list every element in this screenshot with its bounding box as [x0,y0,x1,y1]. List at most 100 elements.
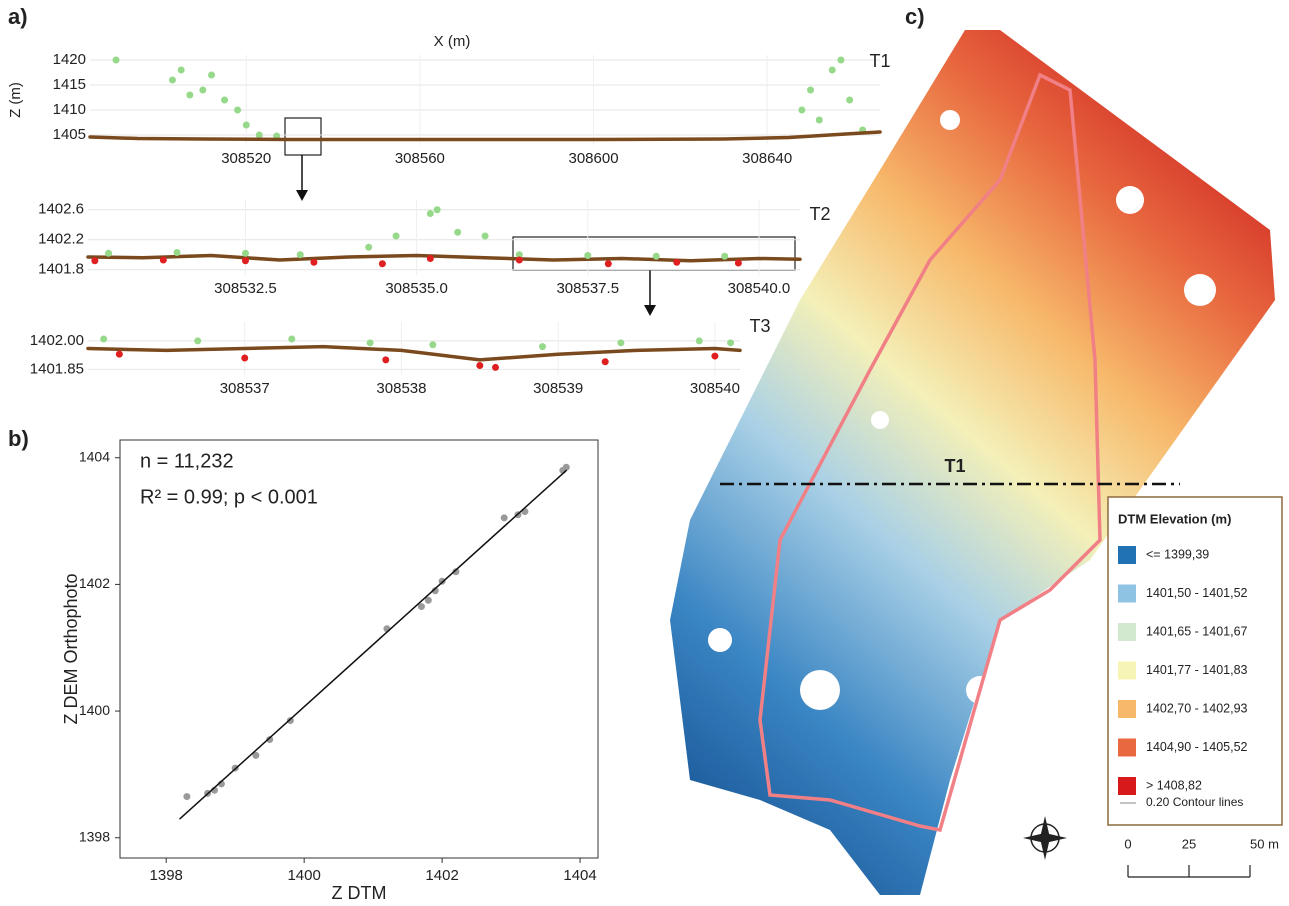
annotation: n = 11,232 [140,450,234,472]
point [160,257,167,264]
x-tick-label: 308520 [221,150,271,167]
legend-title: DTM Elevation (m) [1118,511,1231,526]
y-tick-label: 1402 [79,575,110,591]
point [186,92,193,99]
zoom-box [513,237,795,270]
point [516,257,523,264]
point [653,253,660,260]
point [288,336,295,343]
point [297,251,304,258]
x-axis-label: Z DTM [332,883,387,903]
point [367,339,374,346]
zoom-box [285,118,321,155]
legend-swatch [1118,585,1136,603]
series-line [90,132,880,140]
y-axis-label: Z (m) [7,82,24,118]
point [673,259,680,266]
point [379,260,386,267]
point [476,362,483,369]
x-tick-label: 1400 [287,867,320,884]
series-line [180,470,566,818]
point [539,343,546,350]
point [178,67,185,74]
series-line [88,256,800,261]
annotation: R² = 0.99; p < 0.001 [140,486,318,508]
point [199,87,206,94]
x-tick-label: 308537 [220,380,270,397]
y-tick-label: 1401.8 [38,261,84,278]
y-axis-label: Z DEM Orthophoto [61,573,81,724]
x-tick-label: 308600 [568,150,618,167]
x-tick-label: 308560 [395,150,445,167]
legend-label: <= 1399,39 [1146,547,1209,561]
y-tick-label: 1420 [53,51,86,68]
point [91,257,98,264]
point [711,353,718,360]
scale-label: 50 m [1250,836,1279,851]
x-tick-label: 308535.0 [385,280,448,297]
point [243,122,250,129]
x-tick-label: 308640 [742,150,792,167]
point [727,339,734,346]
point [816,117,823,124]
point [807,87,814,94]
y-tick-label: 1415 [53,76,86,93]
scale-label: 25 [1182,836,1196,851]
y-tick-label: 1404 [79,448,110,464]
x-tick-label: 1402 [425,867,458,884]
legend-label: 1404,90 - 1405,52 [1146,740,1248,754]
legend-swatch [1118,623,1136,641]
point [113,57,120,64]
point [310,259,317,266]
arrow-head [296,190,308,201]
point [393,233,400,240]
point [434,206,441,213]
point [605,260,612,267]
point [105,250,112,257]
legend-swatch [1118,739,1136,757]
point [798,107,805,114]
scale-label: 0 [1124,836,1131,851]
y-tick-label: 1410 [53,101,86,118]
y-tick-label: 1402.00 [30,332,84,349]
point [208,72,215,79]
point [846,97,853,104]
transect-label: T1 [944,456,965,476]
legend-label: 1401,65 - 1401,67 [1146,624,1248,638]
panel-label: c) [905,4,925,29]
point [829,67,836,74]
point [382,356,389,363]
point [234,107,241,114]
arrow-head [644,305,656,316]
x-tick-label: 308540.0 [728,280,791,297]
x-tick-label: 308539 [533,380,583,397]
legend-label: > 1408,82 [1146,778,1202,792]
panel-label: b) [8,426,29,451]
x-tick-label: 308537.5 [556,280,619,297]
x-axis-label: X (m) [434,33,471,50]
legend-swatch [1118,700,1136,718]
legend-label: 1402,70 - 1402,93 [1146,701,1248,715]
legend-label: 0.20 Contour lines [1146,795,1243,809]
legend-swatch [1118,662,1136,680]
point [174,249,181,256]
point [183,793,190,800]
scale-bar: 0 25 50 m [1124,836,1279,877]
legend-label: 1401,50 - 1401,52 [1146,586,1248,600]
point [194,337,201,344]
point [735,260,742,267]
point [116,351,123,358]
legend-swatch [1118,546,1136,564]
point [584,252,591,259]
point [221,97,228,104]
figure: c) T1 DTM Elevation (m) <= 1399,39 1401,5… [0,0,1289,906]
y-tick-label: 1405 [53,126,86,143]
point [427,255,434,262]
y-tick-label: 1401.85 [30,360,84,377]
legend-label: 1401,77 - 1401,83 [1146,663,1248,677]
y-tick-label: 1398 [79,828,110,844]
y-tick-label: 1400 [79,702,110,718]
point [242,250,249,257]
x-tick-label: 308532.5 [214,280,277,297]
point [492,364,499,371]
